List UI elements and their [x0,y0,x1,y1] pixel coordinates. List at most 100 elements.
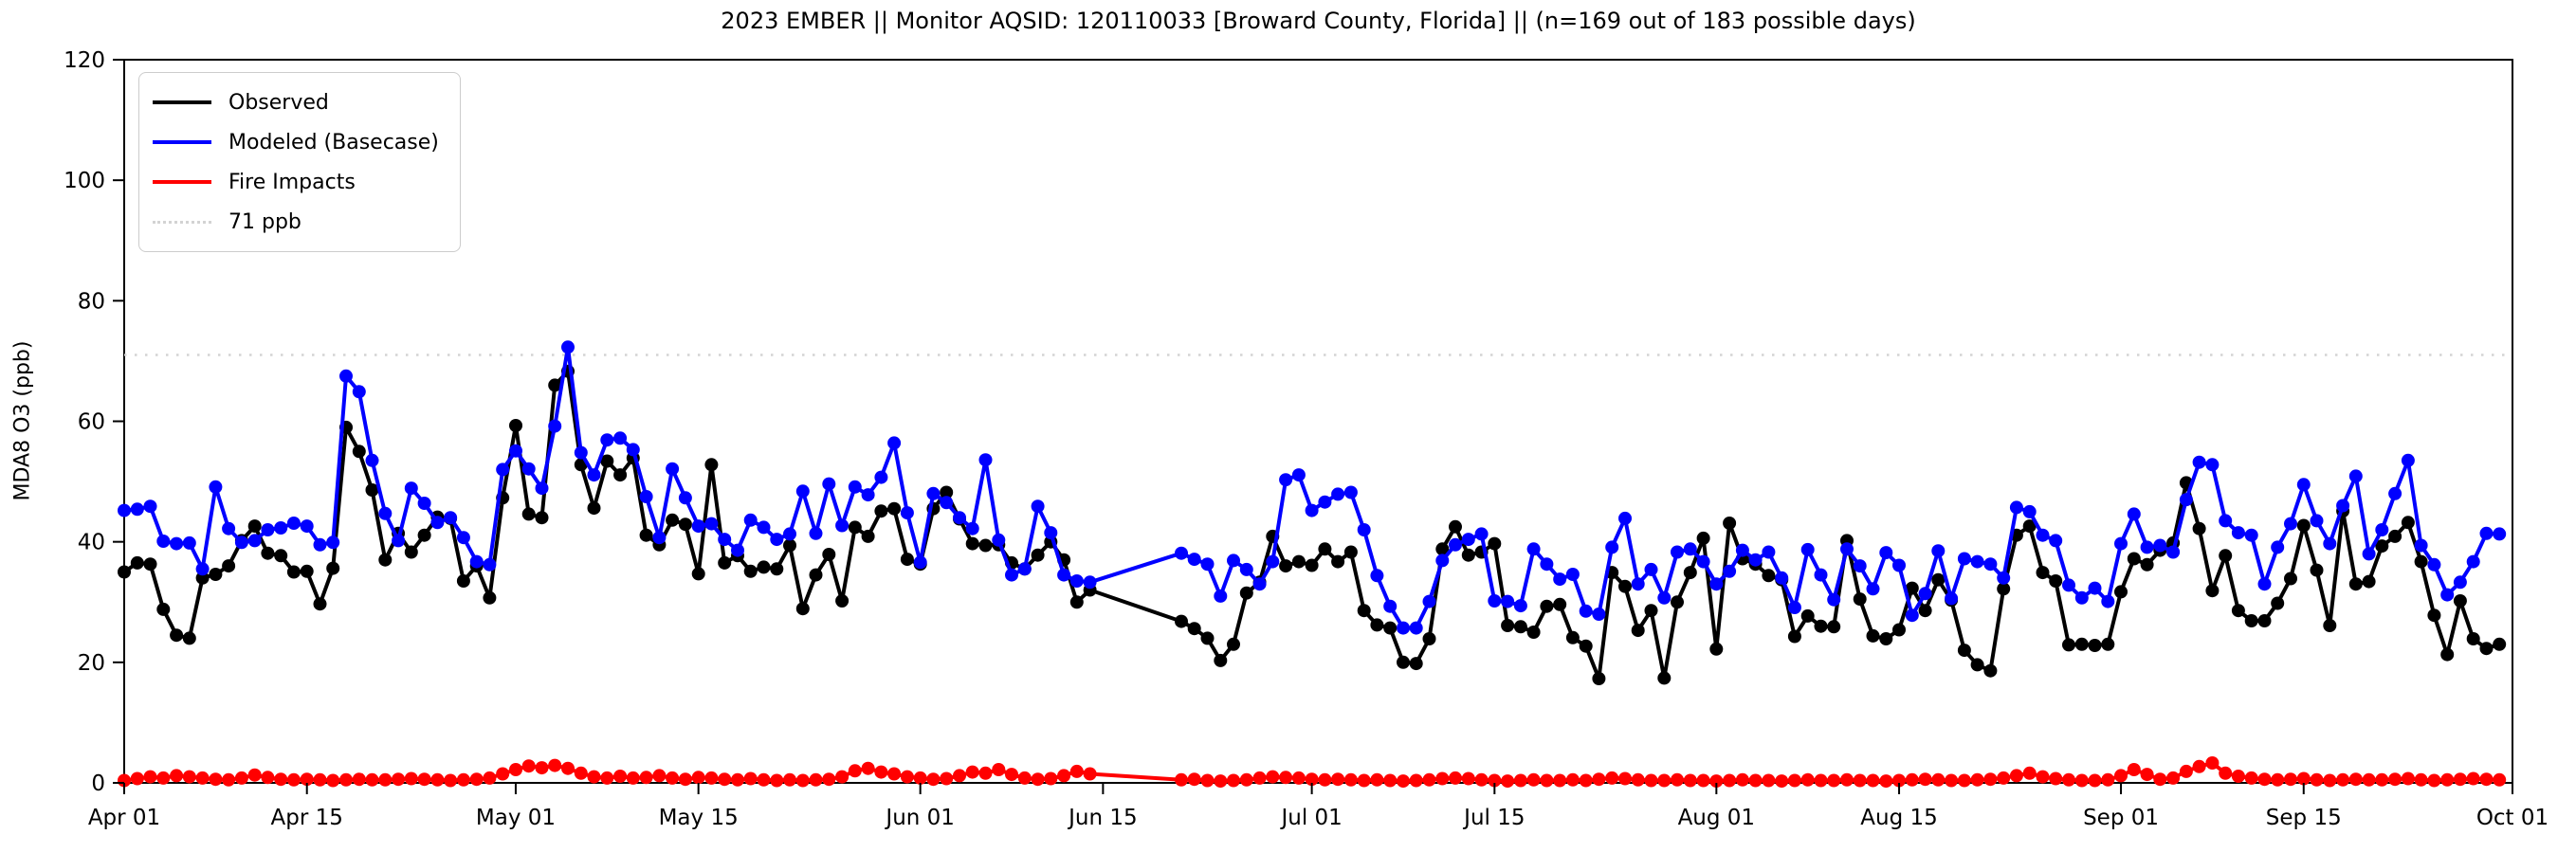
data-point [887,767,902,781]
data-point [1200,557,1215,572]
data-point [1775,774,1789,789]
series-line-1 [123,345,2500,630]
data-point [1540,557,1554,572]
data-point [1175,772,1188,787]
data-point [1357,773,1371,788]
data-point [326,773,340,788]
data-point [1970,772,1984,787]
data-point [1879,632,1893,645]
data-point [743,564,758,578]
legend-label: Fire Impacts [228,170,356,194]
data-point [234,771,248,785]
data-point [261,771,275,785]
data-point [1827,592,1841,607]
data-point [2479,642,2494,656]
data-point [1239,562,1253,576]
data-point [456,574,470,588]
data-point [195,771,210,785]
data-point [444,511,458,525]
data-point [2348,577,2363,591]
data-point [1723,517,1737,530]
data-point [639,771,653,785]
data-point [1214,774,1228,789]
data-point [548,419,562,433]
y-tick-label: 80 [78,289,105,314]
data-point [1579,604,1593,618]
data-point [2114,769,2128,783]
data-point [2427,557,2441,572]
x-tick-label: Sep 15 [2266,806,2342,830]
data-point [300,519,314,534]
data-point [1526,626,1541,639]
data-point [770,533,784,547]
data-point [1422,594,1436,608]
data-point [1044,771,1058,786]
data-point [1918,587,1932,601]
data-point [509,763,522,776]
data-point [2427,608,2441,623]
data-point [1005,768,1018,782]
threshold-line-swatch [153,220,211,224]
x-tick-label: May 15 [659,806,739,830]
data-point [1318,772,1332,787]
data-point [143,499,157,514]
data-point [2493,527,2507,541]
data-point [261,523,275,536]
y-tick-label: 40 [78,531,105,555]
data-point [1409,773,1423,788]
data-point [940,771,954,786]
data-point [2453,772,2467,787]
data-point [1252,577,1267,591]
data-point [2271,772,2285,787]
data-point [1227,637,1240,651]
data-point [1318,495,1332,509]
data-point [1383,599,1398,613]
data-point [209,480,223,494]
data-point [1879,546,1893,560]
data-point [1397,655,1410,669]
data-point [1227,554,1240,568]
data-point [2088,581,2102,595]
data-point [2401,771,2415,786]
data-point [1957,773,1971,788]
data-point [822,548,836,561]
data-point [182,770,196,784]
data-point [678,491,692,505]
data-point [1044,526,1058,540]
fire-line-swatch [153,180,211,184]
data-point [483,771,497,785]
data-point [743,513,758,527]
data-point [352,385,366,399]
data-point [1383,621,1398,635]
data-point [2466,632,2480,645]
data-point [1983,663,1998,678]
data-point [2231,604,2245,618]
data-point [652,531,667,545]
data-point [1644,773,1658,788]
data-point [795,602,810,616]
data-point [1644,562,1658,576]
y-tick-label: 0 [91,771,105,796]
data-point [1618,579,1632,593]
data-point [1370,569,1384,583]
data-point [1175,614,1188,628]
data-point [1474,772,1489,787]
data-point [469,554,484,569]
data-point [365,772,379,787]
data-point [1997,571,2011,585]
data-point [704,458,719,472]
x-tick-label: Apr 15 [271,806,343,830]
data-point [286,517,301,530]
data-point [1200,773,1215,788]
data-point [1735,543,1749,557]
data-point [1057,568,1071,582]
data-point [2205,584,2220,598]
data-point [535,761,549,775]
data-point [1931,572,1946,587]
data-point [691,567,705,581]
data-point [1540,599,1554,613]
data-point [1017,771,1032,785]
data-point [1031,548,1045,562]
data-point [691,771,705,785]
data-point [521,507,536,521]
